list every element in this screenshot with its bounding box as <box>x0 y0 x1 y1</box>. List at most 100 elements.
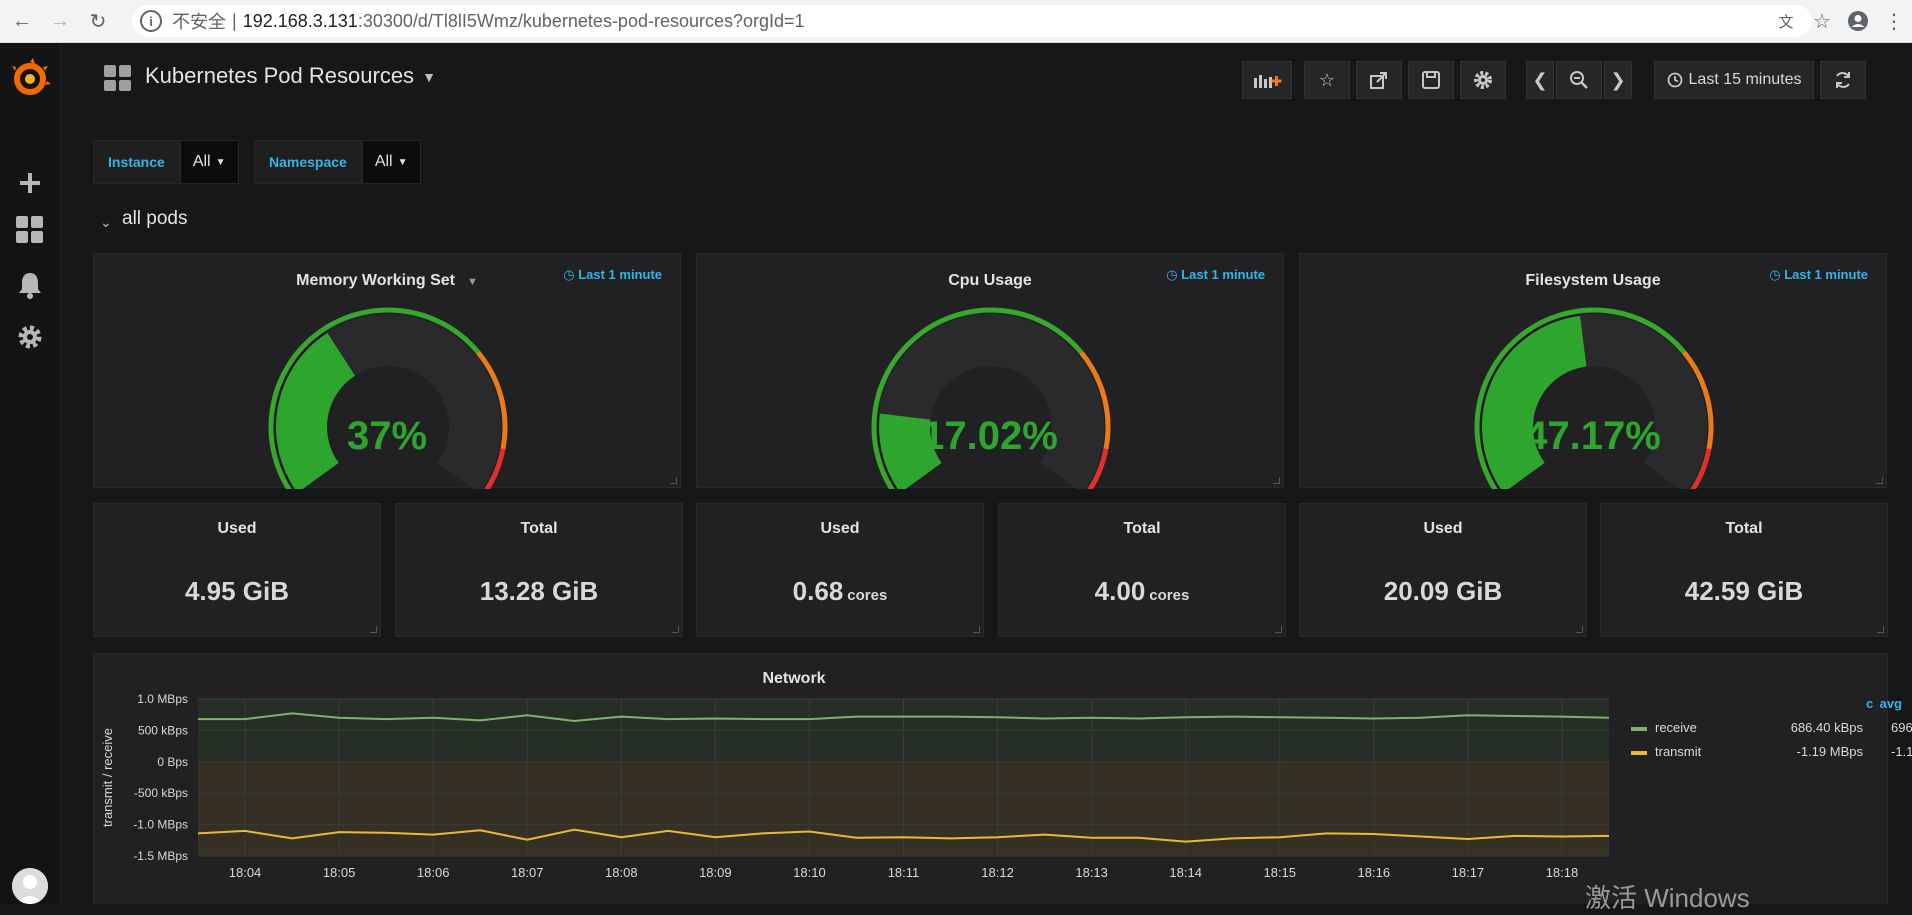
panel-title[interactable]: Used <box>1423 520 1463 537</box>
stat-panel-cpu-used[interactable]: Used 0.68 cores <box>696 503 984 637</box>
share-button[interactable] <box>1356 61 1402 99</box>
panel-resize-handle[interactable] <box>1273 477 1280 484</box>
time-back-button[interactable]: ❮ <box>1526 61 1554 99</box>
settings-button[interactable] <box>1460 61 1506 99</box>
legend-header-avg[interactable]: avg <box>1879 696 1902 711</box>
account-icon[interactable] <box>1840 5 1876 37</box>
panel-resize-handle[interactable] <box>370 626 377 633</box>
refresh-button[interactable] <box>1820 61 1866 99</box>
gauge-threshold-band <box>476 350 508 450</box>
stat-panel-cpu-total[interactable]: Total 4.00 cores <box>998 503 1286 637</box>
caret-down-icon: ▼ <box>422 69 436 86</box>
gauge-svg <box>1474 307 1714 489</box>
gauge-threshold-band <box>1682 350 1714 450</box>
chevron-right-icon: ❯ <box>1610 69 1626 90</box>
gauge-value-arc <box>1481 314 1588 489</box>
url-path: :30300/d/Tl8lI5Wmz/kubernetes-pod-resour… <box>357 10 805 31</box>
reload-icon[interactable]: ↻ <box>89 10 107 33</box>
dashboards-grid-icon[interactable] <box>8 208 52 252</box>
panel-time-override: ◷ Last 1 minute <box>1166 267 1265 282</box>
gauge-svg <box>871 307 1111 489</box>
panel-resize-handle[interactable] <box>672 626 679 633</box>
gauge-threshold-band <box>484 448 506 489</box>
back-icon[interactable]: ← <box>12 9 32 32</box>
x-tick-label: 18:05 <box>323 865 356 880</box>
panel-title[interactable]: Total <box>1123 520 1161 537</box>
panel-resize-handle[interactable] <box>670 477 677 484</box>
panel-title[interactable]: Used <box>820 520 860 537</box>
gauge-panel-filesystem[interactable]: Filesystem Usage ◷ Last 1 minute 47.17% <box>1299 253 1887 489</box>
stat-value-text: 13.28 GiB <box>479 576 599 606</box>
panel-title[interactable]: Network <box>762 670 826 687</box>
panel-resize-handle[interactable] <box>1275 626 1282 633</box>
panel-resize-handle[interactable] <box>1877 626 1884 633</box>
user-avatar[interactable] <box>12 868 48 904</box>
create-plus-icon[interactable] <box>8 161 52 205</box>
forward-icon[interactable]: → <box>50 9 70 32</box>
dashboard-title[interactable]: Kubernetes Pod Resources ▼ <box>145 63 436 89</box>
dashboard-title-text: Kubernetes Pod Resources <box>145 63 415 88</box>
save-icon <box>1422 71 1440 89</box>
zoom-out-button[interactable] <box>1556 61 1602 99</box>
address-bar[interactable]: i 不安全 | 192.168.3.131:30300/d/Tl8lI5Wmz/… <box>132 5 1812 37</box>
panel-resize-handle[interactable] <box>973 626 980 633</box>
panel-title[interactable]: Cpu Usage <box>948 272 1032 289</box>
info-icon[interactable]: i <box>140 10 162 32</box>
x-tick-label: 18:04 <box>229 865 262 880</box>
windows-activation-watermark: 激活 Windows <box>1585 883 1750 913</box>
stat-value: 42.59 GiB <box>1601 576 1887 607</box>
panel-title[interactable]: Memory Working Set ▼ <box>94 272 680 290</box>
panel-title[interactable]: Total <box>1725 520 1763 537</box>
legend-avg: -1.19 MBps <box>1796 744 1863 759</box>
gauge-edge <box>274 331 328 489</box>
x-tick-label: 18:07 <box>511 865 544 880</box>
time-forward-button[interactable]: ❯ <box>1604 61 1632 99</box>
legend-current: -1.1 <box>1891 744 1912 759</box>
gauge-edge <box>877 413 898 489</box>
stat-panel-fs-used[interactable]: Used 20.09 GiB <box>1299 503 1587 637</box>
add-panel-button[interactable] <box>1242 61 1292 99</box>
caret-down-icon: ▼ <box>397 156 408 168</box>
x-tick-label: 18:14 <box>1169 865 1202 880</box>
chevron-left-icon: ❮ <box>1532 69 1548 90</box>
legend-avg: 686.40 kBps <box>1790 720 1863 735</box>
star-dashboard-button[interactable]: ☆ <box>1304 61 1350 99</box>
stat-panel-memory-total[interactable]: Total 13.28 GiB <box>395 503 683 637</box>
time-picker-button[interactable]: Last 15 minutes <box>1654 61 1814 99</box>
stat-panel-fs-total[interactable]: Total 42.59 GiB <box>1600 503 1888 637</box>
panel-title[interactable]: Used <box>217 520 257 537</box>
variable-namespace: Namespace All ▼ <box>254 140 421 184</box>
menu-dots-icon[interactable]: ⋮ <box>1884 10 1904 33</box>
stat-value: 13.28 GiB <box>396 576 682 607</box>
bookmark-star-icon[interactable]: ☆ <box>1813 10 1831 33</box>
variable-namespace-select[interactable]: All ▼ <box>361 140 421 184</box>
stat-panel-memory-used[interactable]: Used 4.95 GiB <box>93 503 381 637</box>
row-collapse-chevron-icon[interactable]: ⌄ <box>100 214 112 230</box>
gauge-panel-memory[interactable]: Memory Working Set ▼ ◷ Last 1 minute 37% <box>93 253 681 489</box>
x-tick-label: 18:10 <box>793 865 826 880</box>
stat-value-text: 42.59 GiB <box>1684 576 1804 606</box>
legend-header-current[interactable]: c <box>1866 696 1874 711</box>
graph-panel-network[interactable]: Network 1.0 MBps 500 kBps 0 Bps -500 kBps -1… <box>93 653 1912 904</box>
stat-value-text: 4.00 <box>1094 576 1146 606</box>
gauge-threshold-band <box>1690 448 1712 489</box>
stat-unit: cores <box>1149 587 1190 604</box>
panel-resize-handle[interactable] <box>1876 477 1883 484</box>
save-dashboard-button[interactable] <box>1408 61 1454 99</box>
translate-icon[interactable]: 文 <box>1778 13 1794 31</box>
panel-title[interactable]: Filesystem Usage <box>1525 272 1661 289</box>
gauge-value: 17.02% <box>922 414 1058 458</box>
alerting-bell-icon[interactable] <box>8 263 52 307</box>
panel-title-text: Memory Working Set <box>296 272 455 289</box>
configuration-gear-icon[interactable] <box>8 315 52 359</box>
row-title[interactable]: all pods <box>122 208 188 229</box>
legend-swatch <box>1631 751 1647 755</box>
stat-value-text: 20.09 GiB <box>1383 576 1503 606</box>
variable-instance-select[interactable]: All ▼ <box>179 140 239 184</box>
legend-swatch <box>1631 727 1647 731</box>
caret-down-icon: ▼ <box>215 156 226 168</box>
grafana-logo-icon[interactable] <box>8 57 52 101</box>
gauge-panel-cpu[interactable]: Cpu Usage ◷ Last 1 minute 17.02% <box>696 253 1284 489</box>
panel-resize-handle[interactable] <box>1576 626 1583 633</box>
panel-title[interactable]: Total <box>520 520 558 537</box>
